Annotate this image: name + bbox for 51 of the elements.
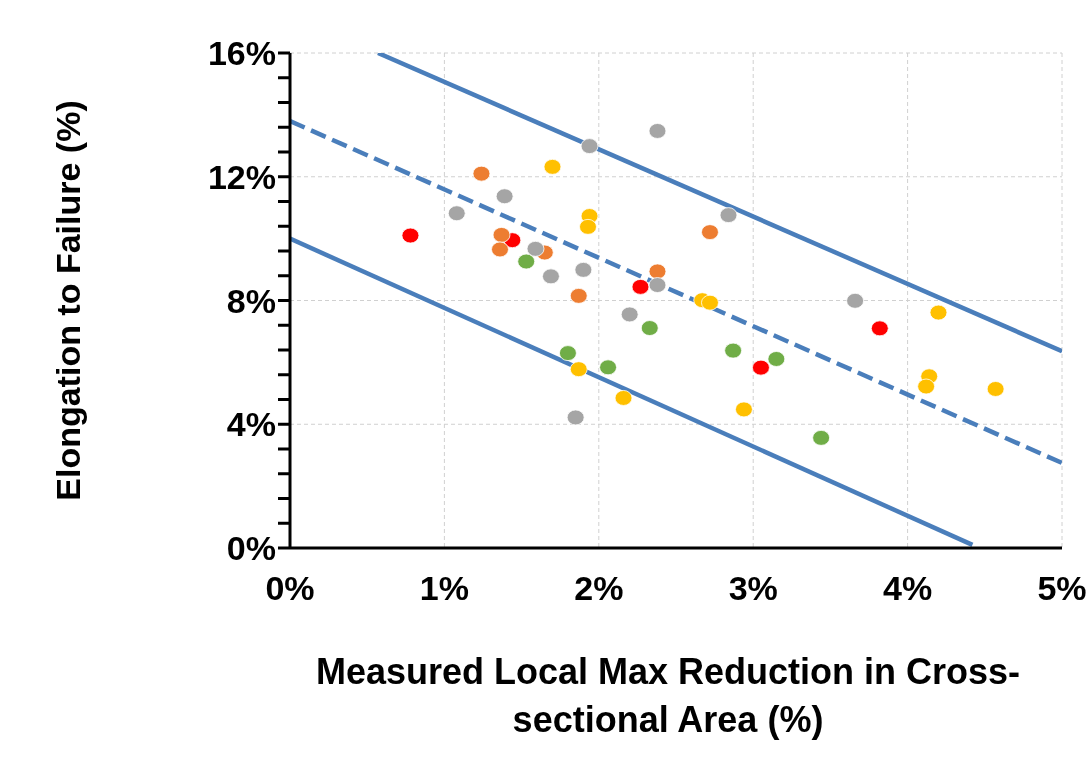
point: [648, 263, 667, 280]
point: [752, 359, 770, 376]
point: [614, 390, 633, 406]
point: [812, 429, 831, 446]
point: [401, 227, 420, 244]
x-tick-label: 4%: [883, 569, 933, 608]
y-tick-label: 16%: [207, 34, 276, 73]
point: [648, 277, 667, 293]
point: [579, 218, 597, 235]
point: [917, 378, 936, 395]
point: [447, 205, 466, 222]
x-tick-label: 3%: [728, 569, 778, 608]
point: [846, 292, 864, 309]
point: [526, 240, 545, 257]
point: [569, 287, 588, 304]
point: [543, 158, 562, 175]
point: [735, 401, 753, 418]
point: [559, 345, 577, 361]
point: [767, 351, 786, 367]
y-tick-label: 4%: [226, 405, 276, 444]
point: [724, 342, 743, 359]
x-tick-label: 1%: [419, 569, 469, 608]
point: [495, 188, 514, 205]
y-tick-label: 0%: [226, 529, 276, 568]
x-tick-label: 2%: [574, 569, 624, 608]
point: [620, 306, 639, 323]
point: [580, 138, 599, 155]
point: [701, 294, 719, 311]
point: [569, 361, 588, 378]
point: [701, 224, 719, 241]
x-tick-label: 5%: [1037, 569, 1087, 608]
y-axis-title: Elongation to Failure (%): [49, 100, 88, 501]
point: [472, 165, 491, 182]
point: [631, 278, 650, 295]
x-axis-title: Measured Local Max Reduction in Cross-sectional Area (%): [314, 650, 1022, 742]
point: [566, 409, 585, 426]
point: [492, 227, 511, 243]
point: [648, 123, 667, 139]
point: [719, 207, 738, 224]
y-tick-label: 8%: [226, 281, 276, 320]
y-tick-label: 12%: [207, 157, 276, 196]
point: [491, 241, 509, 258]
point: [986, 381, 1005, 397]
point: [574, 261, 593, 278]
point: [599, 359, 617, 376]
x-tick-label: 0%: [265, 569, 315, 608]
point: [870, 320, 889, 337]
point: [517, 253, 536, 270]
point: [640, 320, 659, 336]
point: [929, 304, 948, 321]
point: [542, 268, 560, 285]
